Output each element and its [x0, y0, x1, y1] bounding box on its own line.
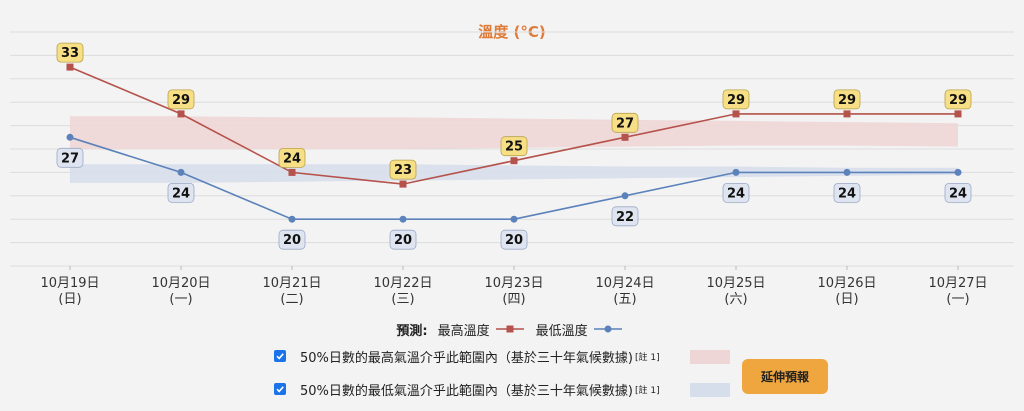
x-tick-label-weekday: (四): [502, 292, 525, 307]
data-point-marker: [954, 110, 962, 118]
data-label: 29: [838, 93, 856, 108]
data-label-box: [944, 182, 972, 203]
data-label-box: [722, 182, 750, 203]
data-point-marker: [510, 215, 518, 223]
range-min-row: 50%日數的最低氣溫介乎此範圍內（基於三十年氣候數據) [註 1]: [274, 377, 660, 401]
data-point-marker: [399, 180, 407, 188]
range-max-swatch: [690, 350, 730, 364]
data-label: 24: [172, 186, 190, 201]
data-point-marker: [177, 168, 185, 176]
temperature-chart: 溫度 (°C)10月19日(日)10月20日(一)10月21日(二)10月22日…: [10, 23, 1014, 307]
data-point-marker: [288, 168, 296, 176]
data-point-marker: [621, 192, 629, 200]
x-tick-label-weekday: (三): [391, 292, 414, 307]
data-label-box: [833, 182, 861, 203]
data-label: 24: [838, 186, 856, 201]
data-label: 27: [616, 116, 634, 131]
data-point-marker: [66, 133, 74, 141]
data-point-marker: [843, 168, 851, 176]
x-tick-label-weekday: (一): [946, 292, 969, 307]
range-max-label: 50%日數的最高氣溫介乎此範圍內（基於三十年氣候數據): [300, 350, 633, 366]
legend-item-min[interactable]: 最低溫度: [536, 320, 622, 339]
range-min-label: 50%日數的最低氣溫介乎此範圍內（基於三十年氣候數據): [300, 383, 633, 399]
data-label-box: [167, 89, 195, 110]
x-tick-label-date: 10月24日: [595, 276, 654, 291]
x-tick-label-date: 10月21日: [262, 276, 321, 291]
data-label-box: [167, 182, 195, 203]
data-point-marker: [621, 133, 629, 141]
data-label-box: [611, 112, 639, 133]
legend: 預測: 最高溫度 最低溫度: [0, 318, 1024, 340]
data-point-marker: [399, 215, 407, 223]
range-max-row: 50%日數的最高氣溫介乎此範圍內（基於三十年氣候數據) [註 1]: [274, 344, 660, 368]
range-min-checkbox[interactable]: [274, 383, 286, 395]
data-label-box: [389, 229, 417, 250]
range-min-swatch: [690, 383, 730, 397]
data-point-marker: [288, 215, 296, 223]
data-label-box: [500, 229, 528, 250]
line-circle-marker-icon: [593, 325, 622, 333]
data-label-box: [56, 147, 84, 168]
x-tick-label-weekday: (六): [724, 292, 747, 307]
data-point-marker: [510, 157, 518, 165]
range-max-checkbox[interactable]: [274, 350, 286, 362]
data-label-box: [833, 89, 861, 110]
data-label: 20: [394, 233, 412, 248]
check-icon: [276, 353, 284, 360]
data-label: 24: [283, 151, 301, 166]
data-label: 20: [505, 233, 523, 248]
x-tick-label-date: 10月26日: [817, 276, 876, 291]
data-label-box: [944, 89, 972, 110]
data-label: 22: [616, 210, 634, 225]
data-label-box: [278, 229, 306, 250]
data-label: 29: [949, 93, 967, 108]
x-tick-label-weekday: (二): [280, 292, 303, 307]
climatology-band-1: [70, 164, 958, 183]
data-label-box: [500, 136, 528, 157]
data-label: 29: [172, 93, 190, 108]
data-label-box: [611, 206, 639, 227]
data-point-marker: [732, 168, 740, 176]
data-label: 24: [727, 186, 745, 201]
legend-min-label: 最低溫度: [535, 323, 588, 339]
line-square-marker-icon: [495, 325, 524, 333]
x-tick-label-date: 10月22日: [373, 276, 432, 291]
data-label: 27: [61, 151, 79, 166]
x-tick-label-date: 10月19日: [40, 276, 99, 291]
x-tick-label-weekday: (日): [58, 292, 81, 307]
legend-prefix: 預測:: [396, 323, 428, 339]
x-tick-label-date: 10月23日: [484, 276, 543, 291]
data-label: 23: [394, 163, 412, 178]
data-label-box: [389, 159, 417, 180]
data-point-marker: [66, 63, 74, 71]
x-tick-label-date: 10月25日: [706, 276, 765, 291]
data-label: 29: [727, 93, 745, 108]
data-label-box: [722, 89, 750, 110]
data-label-box: [56, 42, 84, 63]
data-label-box: [278, 147, 306, 168]
legend-item-max[interactable]: 最高溫度: [438, 320, 524, 339]
data-point-marker: [177, 110, 185, 118]
data-label: 33: [61, 46, 79, 61]
x-tick-label-weekday: (五): [613, 292, 636, 307]
data-point-marker: [732, 110, 740, 118]
data-label: 20: [283, 233, 301, 248]
data-point-marker: [843, 110, 851, 118]
extend-forecast-button[interactable]: 延伸預報: [742, 359, 828, 394]
range-min-note-link[interactable]: [註 1]: [634, 385, 660, 396]
data-label: 24: [949, 186, 967, 201]
x-tick-label-weekday: (日): [835, 292, 858, 307]
check-icon: [276, 386, 284, 393]
legend-max-label: 最高溫度: [437, 323, 490, 339]
x-tick-label-date: 10月27日: [928, 276, 987, 291]
x-tick-label-date: 10月20日: [151, 276, 210, 291]
climatology-band-0: [70, 116, 958, 149]
data-point-marker: [954, 168, 962, 176]
range-max-note-link[interactable]: [註 1]: [634, 352, 660, 363]
data-label: 25: [505, 140, 523, 155]
x-tick-label-weekday: (一): [169, 292, 192, 307]
